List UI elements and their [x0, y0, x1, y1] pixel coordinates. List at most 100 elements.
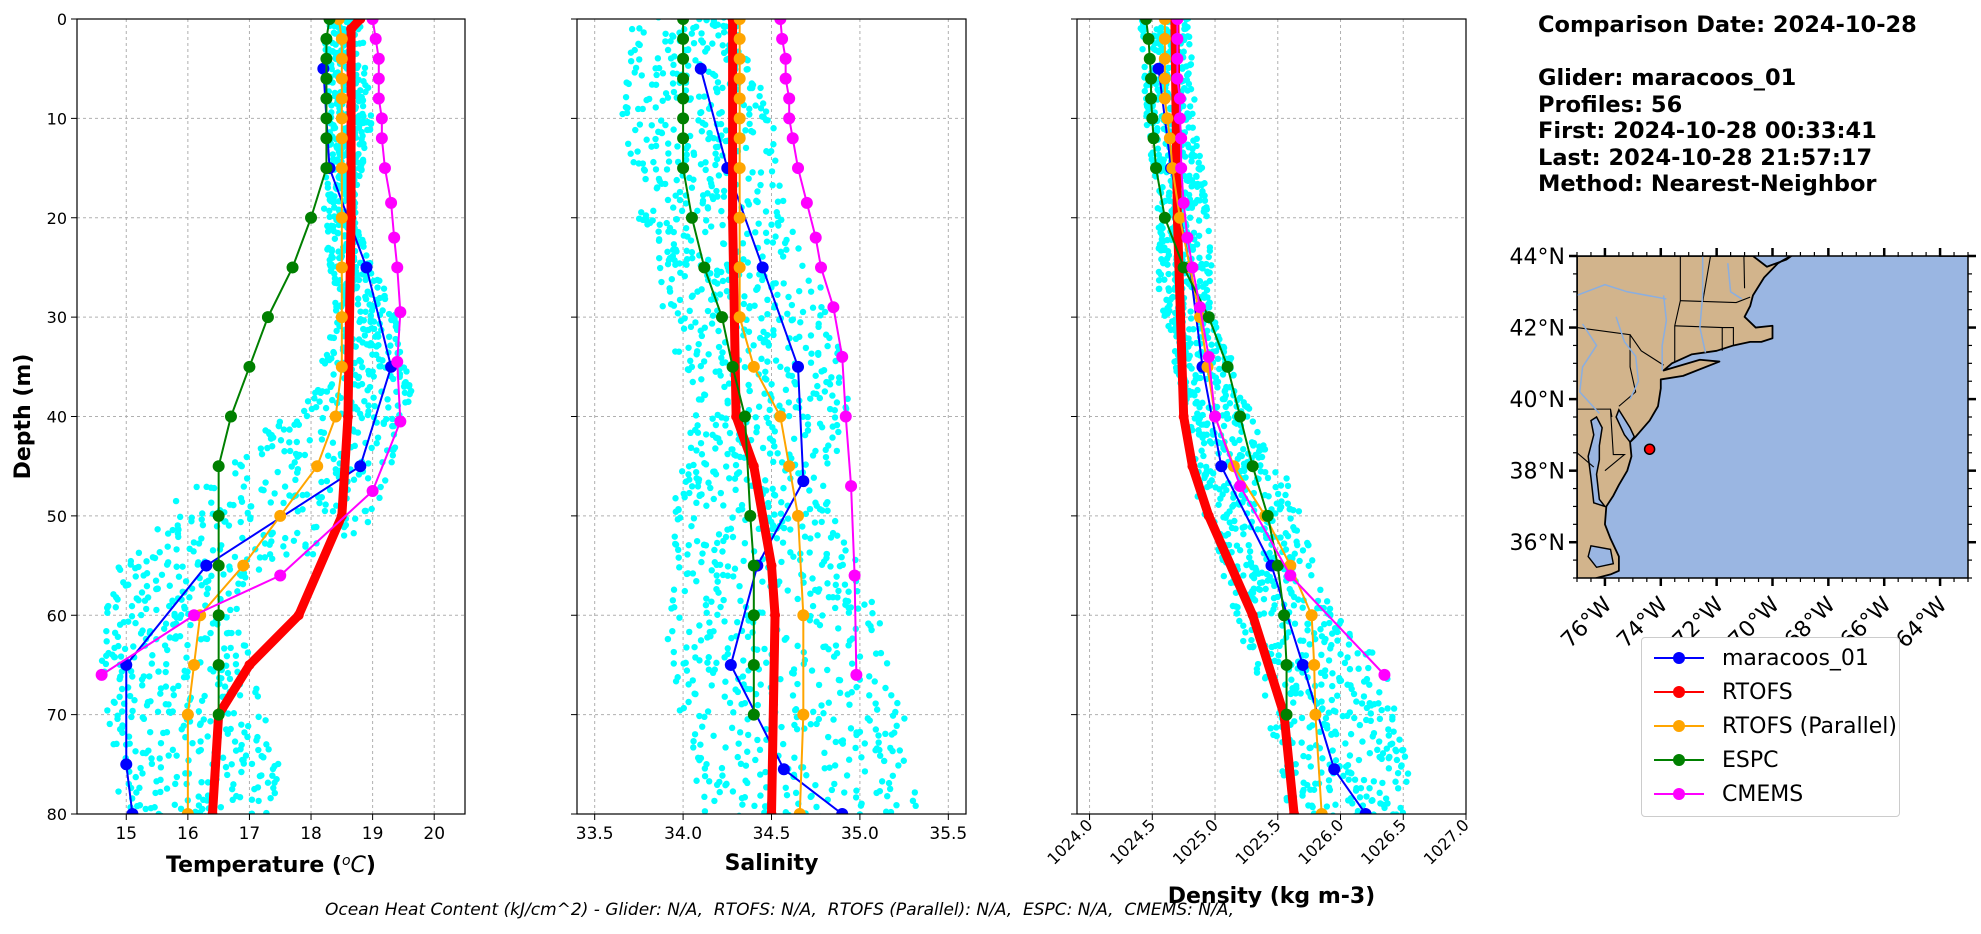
raw-scatter-point — [1181, 172, 1188, 180]
series-point-cmems — [372, 52, 385, 65]
raw-scatter-point — [135, 563, 142, 571]
raw-scatter-point — [635, 160, 642, 167]
raw-scatter-point — [226, 566, 234, 573]
raw-scatter-point — [217, 803, 225, 811]
raw-scatter-point — [134, 802, 141, 810]
last-time: Last: 2024-10-28 21:57:17 — [1538, 144, 1873, 171]
raw-scatter-point — [1356, 794, 1364, 801]
raw-scatter-point — [712, 421, 720, 429]
raw-scatter-point — [731, 565, 739, 572]
raw-scatter-point — [154, 526, 161, 533]
raw-scatter-point — [720, 502, 727, 509]
raw-scatter-point — [115, 642, 122, 650]
raw-scatter-point — [184, 641, 191, 649]
raw-scatter-point — [129, 673, 136, 680]
raw-scatter-point — [769, 485, 776, 493]
raw-scatter-point — [1201, 474, 1208, 482]
series-point-rtofs-parallel — [181, 808, 194, 814]
raw-scatter-point — [179, 563, 186, 570]
raw-scatter-point — [820, 710, 827, 717]
raw-scatter-point — [221, 683, 229, 690]
x-tick-label: 1025.0 — [1169, 815, 1222, 868]
series-point-rtofs-parallel — [797, 708, 810, 721]
raw-scatter-point — [1325, 657, 1333, 664]
raw-scatter-point — [702, 228, 709, 236]
raw-scatter-point — [103, 638, 110, 645]
raw-scatter-point — [390, 446, 397, 453]
series-point-cmems — [1284, 569, 1297, 582]
raw-scatter-point — [1208, 440, 1215, 447]
raw-scatter-point — [324, 452, 332, 459]
raw-scatter-point — [354, 301, 362, 308]
raw-scatter-point — [1363, 793, 1370, 800]
raw-scatter-group — [98, 19, 415, 814]
raw-scatter-point — [237, 518, 244, 526]
raw-scatter-point — [365, 460, 372, 467]
raw-scatter-point — [829, 423, 836, 430]
raw-scatter-point — [783, 246, 790, 253]
series-point-cmems — [845, 480, 858, 493]
raw-scatter-point — [722, 744, 729, 751]
raw-scatter-point — [175, 533, 182, 541]
y-tick-label: 30 — [47, 308, 67, 327]
raw-scatter-point — [163, 729, 171, 736]
series-group — [1140, 19, 1391, 814]
raw-scatter-point — [243, 453, 250, 461]
river — [1699, 256, 1707, 353]
raw-scatter-point — [748, 127, 755, 135]
series-point-espc — [677, 32, 690, 45]
raw-scatter-point — [1141, 87, 1149, 95]
raw-scatter-point — [175, 682, 182, 690]
raw-scatter-point — [1400, 746, 1407, 754]
raw-scatter-point — [163, 660, 170, 668]
raw-scatter-point — [327, 383, 334, 391]
series-point-rtofs-parallel — [733, 92, 746, 105]
raw-scatter-point — [188, 518, 195, 525]
raw-scatter-point — [771, 511, 778, 518]
raw-scatter-point — [292, 476, 299, 484]
raw-scatter-point — [702, 431, 710, 438]
raw-scatter-point — [1332, 801, 1339, 808]
raw-scatter-point — [236, 692, 244, 699]
raw-scatter-point — [374, 331, 381, 338]
raw-scatter-point — [709, 312, 717, 319]
raw-scatter-point — [303, 491, 311, 498]
raw-scatter-point — [204, 585, 212, 592]
raw-scatter-point — [1224, 530, 1232, 538]
raw-scatter-point — [911, 789, 919, 796]
raw-scatter-point — [795, 287, 803, 295]
raw-scatter-point — [719, 548, 726, 555]
raw-scatter-point — [197, 738, 204, 745]
raw-scatter-point — [801, 533, 809, 540]
raw-scatter-point — [694, 483, 702, 490]
raw-scatter-point — [664, 635, 672, 643]
raw-scatter-point — [814, 532, 821, 539]
raw-scatter-point — [734, 688, 742, 696]
raw-scatter-point — [744, 230, 751, 238]
raw-scatter-point — [804, 413, 811, 421]
series-point-maracoos-01 — [360, 261, 373, 274]
raw-scatter-point — [193, 483, 200, 491]
raw-scatter-point — [845, 609, 853, 616]
raw-scatter-point — [794, 680, 801, 688]
raw-scatter-point — [743, 685, 751, 693]
raw-scatter-point — [807, 359, 815, 366]
raw-scatter-point — [368, 444, 375, 452]
raw-scatter-point — [684, 46, 692, 53]
raw-scatter-point — [269, 765, 277, 773]
raw-scatter-point — [636, 41, 643, 49]
raw-scatter-point — [137, 764, 144, 772]
raw-scatter-point — [1181, 84, 1188, 92]
raw-scatter-point — [354, 119, 361, 126]
raw-scatter-point — [655, 175, 663, 183]
raw-scatter-point — [872, 700, 879, 707]
raw-scatter-point — [361, 397, 368, 405]
raw-scatter-point — [309, 550, 317, 558]
raw-scatter-point — [739, 801, 746, 808]
raw-scatter-point — [1389, 713, 1396, 721]
raw-scatter-point — [1203, 421, 1210, 429]
series-point-rtofs-parallel — [733, 211, 746, 224]
raw-scatter-point — [1360, 776, 1368, 784]
raw-scatter-point — [1193, 135, 1200, 143]
raw-scatter-point — [354, 429, 362, 436]
